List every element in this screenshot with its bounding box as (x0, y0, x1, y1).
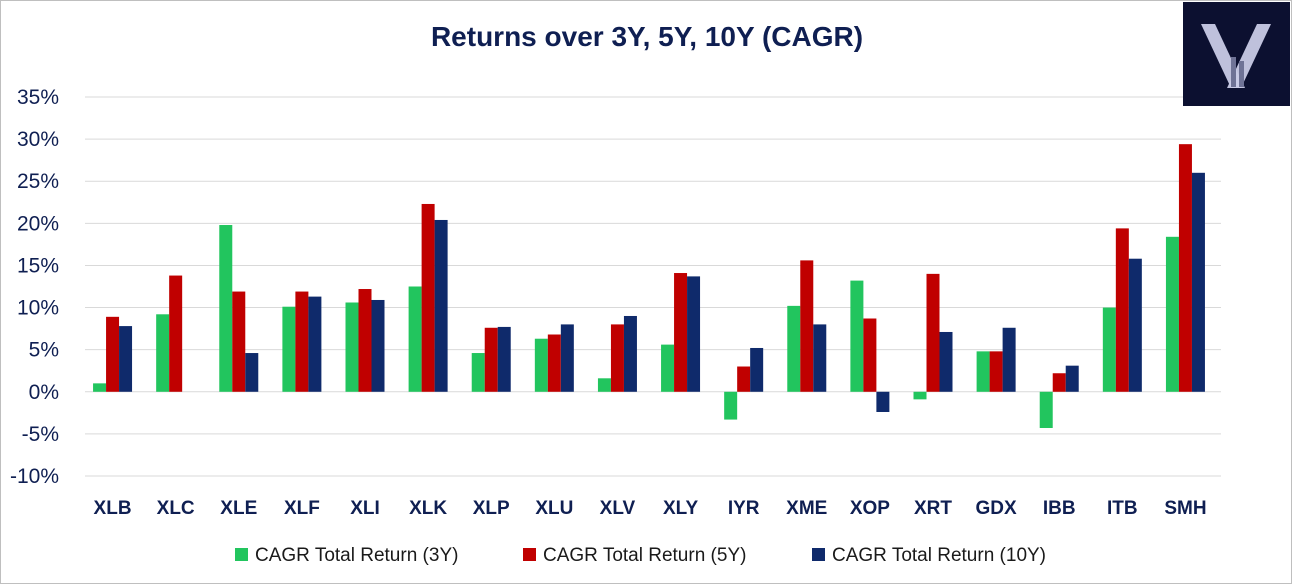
x-tick-label: XOP (850, 498, 890, 519)
y-tick-label: 30% (17, 128, 59, 151)
x-tick-label: XLK (409, 498, 447, 519)
bar-xle-5y (232, 291, 246, 392)
x-tick-label: XLC (157, 498, 195, 519)
bar-xlb-3y (93, 383, 107, 392)
y-tick-label: -5% (22, 423, 59, 446)
logo-x-mark-icon (1183, 2, 1290, 106)
bar-xlv-10y (623, 315, 637, 392)
bar-xlc-3y (156, 314, 170, 392)
legend-swatch (812, 548, 825, 561)
bar-xlk-10y (434, 219, 448, 392)
bar-itb-3y (1102, 307, 1116, 392)
bar-xlb-5y (106, 316, 120, 392)
y-tick-label: 0% (29, 381, 59, 404)
x-tick-label: IYR (728, 498, 760, 519)
x-tick-label: XLP (473, 498, 510, 519)
bar-xle-3y (219, 225, 233, 392)
bar-ibb-5y (1052, 373, 1066, 392)
bar-xlp-5y (484, 327, 498, 392)
bar-xrt-10y (939, 331, 953, 392)
legend-label: CAGR Total Return (3Y) (255, 545, 458, 566)
x-tick-label: IBB (1043, 498, 1076, 519)
chart-title: Returns over 3Y, 5Y, 10Y (CAGR) (431, 21, 863, 52)
bar-xlb-10y (119, 326, 133, 392)
x-tick-label: XME (786, 498, 827, 519)
x-tick-label: XLU (535, 498, 573, 519)
bar-smh-3y (1165, 236, 1179, 392)
bar-xme-10y (813, 324, 827, 392)
x-axis-ticks: XLB XLC XLE XLF XLI XLK XLP XLU XLV XLY IYR XME XOP X… (94, 498, 1207, 519)
x-tick-label: XLI (350, 498, 380, 519)
bar-xrt-5y (926, 273, 940, 392)
bar-itb-10y (1128, 258, 1142, 392)
x-tick-label: GDX (976, 498, 1018, 519)
bar-xop-5y (863, 318, 877, 392)
y-tick-label: 15% (17, 254, 59, 277)
bar-gdx-5y (989, 351, 1003, 392)
bar-xly-10y (687, 276, 701, 392)
x-tick-label: XLE (220, 498, 257, 519)
legend-swatch (235, 548, 248, 561)
bar-xlk-3y (408, 286, 422, 392)
y-tick-label: 20% (17, 212, 59, 235)
x-tick-label: SMH (1164, 498, 1206, 519)
bar-ibb-3y (1039, 391, 1053, 428)
bar-gdx-3y (976, 351, 990, 392)
bar-xly-3y (661, 344, 675, 392)
bar-xli-5y (358, 289, 372, 392)
bar-xlu-10y (560, 324, 574, 392)
bar-xlc-5y (169, 275, 183, 392)
legend-label: CAGR Total Return (5Y) (543, 545, 746, 566)
bar-xle-10y (245, 353, 259, 392)
gridlines (85, 96, 1221, 477)
legend-swatch (523, 548, 536, 561)
bar-xli-10y (371, 299, 385, 392)
y-tick-label: -10% (10, 465, 59, 488)
bars (93, 144, 1205, 428)
bar-xlf-5y (295, 291, 309, 392)
x-tick-label: XLB (94, 498, 132, 519)
bar-xlu-5y (547, 334, 561, 392)
bar-xme-3y (787, 305, 801, 392)
legend-label: CAGR Total Return (10Y) (832, 545, 1046, 566)
bar-ibb-10y (1065, 365, 1079, 392)
bar-xlv-5y (610, 324, 624, 392)
bar-xlk-5y (421, 203, 435, 392)
bar-xrt-3y (913, 391, 927, 400)
bar-xlu-3y (534, 338, 548, 392)
bar-iyr-10y (750, 347, 764, 392)
x-tick-label: XRT (914, 498, 952, 519)
bar-xop-10y (876, 391, 890, 412)
x-tick-label: XLY (663, 498, 699, 519)
y-tick-label: 5% (29, 339, 59, 362)
bar-gdx-10y (1002, 327, 1016, 392)
bar-xlp-10y (497, 326, 511, 392)
bar-iyr-5y (737, 366, 751, 392)
bar-smh-10y (1191, 172, 1205, 392)
bar-iyr-3y (724, 391, 738, 420)
y-tick-label: 25% (17, 170, 59, 193)
bar-xlf-10y (308, 296, 322, 392)
x-tick-label: ITB (1107, 498, 1138, 519)
legend: CAGR Total Return (3Y) CAGR Total Return … (235, 545, 1046, 566)
y-tick-label: 35% (17, 86, 59, 109)
y-tick-label: 10% (17, 297, 59, 320)
bar-xlp-3y (471, 353, 485, 392)
bar-xme-5y (800, 260, 814, 392)
bar-smh-5y (1178, 144, 1192, 392)
bar-xlv-3y (597, 378, 611, 392)
y-axis-ticks: 35% 30% 25% 20% 15% 10% 5% 0% -5% -10% (10, 86, 59, 488)
x-tick-label: XLF (284, 498, 320, 519)
x-tick-label: XLV (600, 498, 636, 519)
bar-xly-5y (674, 273, 688, 392)
bar-xlf-3y (282, 306, 296, 392)
bar-itb-5y (1115, 228, 1129, 392)
bar-xli-3y (345, 302, 359, 392)
bar-xop-3y (850, 280, 864, 392)
